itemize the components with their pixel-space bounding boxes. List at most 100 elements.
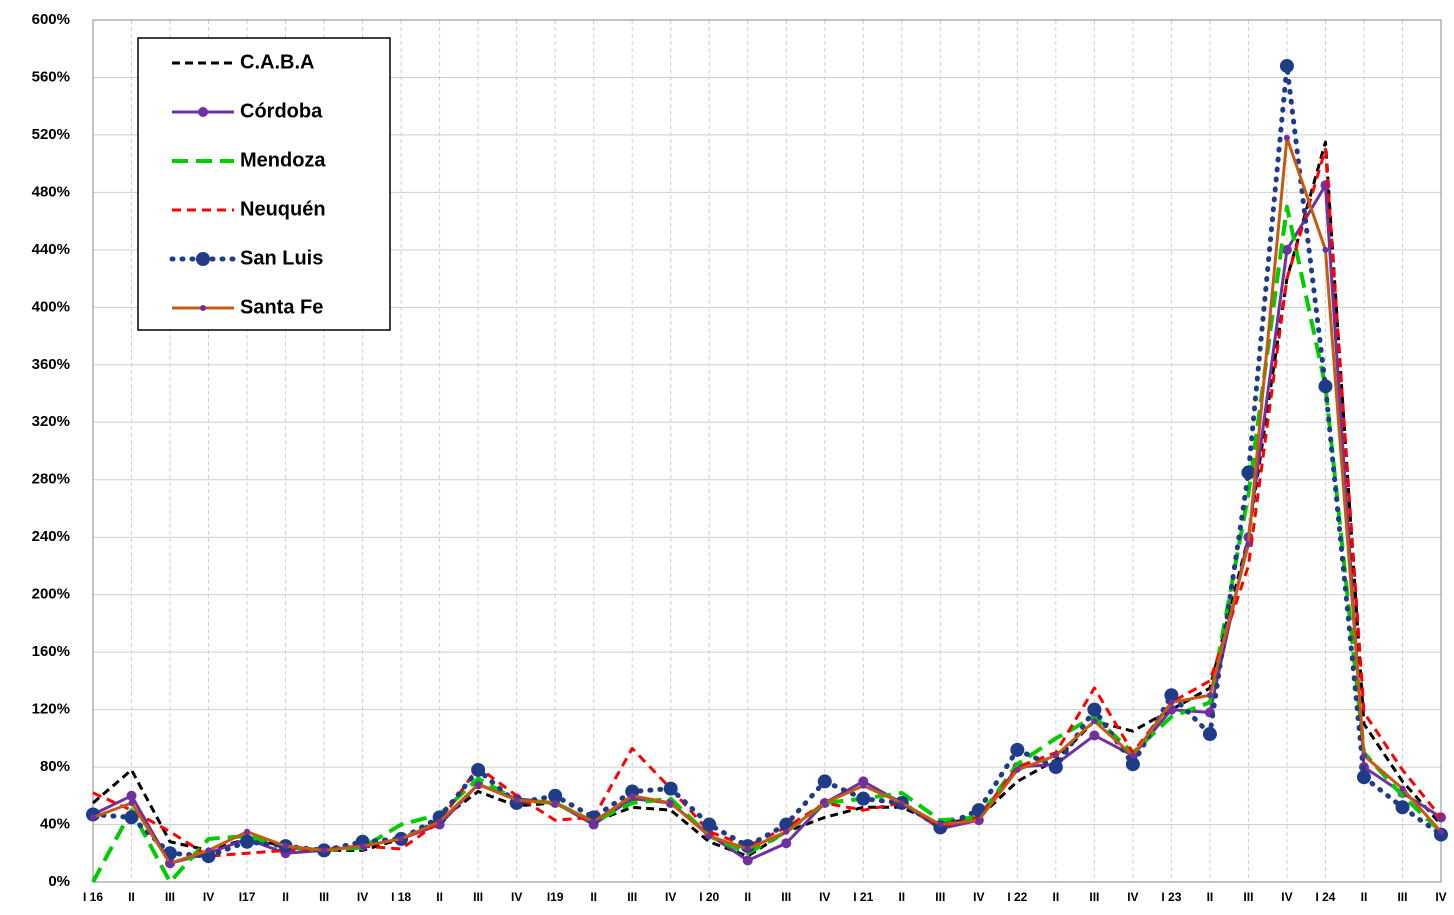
x-tick-label: I 23: [1161, 890, 1181, 904]
point-marker: [898, 799, 905, 806]
point-marker: [475, 781, 482, 788]
y-tick-label: 160%: [32, 643, 70, 660]
x-tick-label: I 24: [1315, 890, 1335, 904]
point-marker: [240, 834, 255, 849]
plot-border: [92, 19, 1442, 883]
x-tick-label: III: [781, 890, 791, 904]
point-marker: [1164, 688, 1179, 703]
point-marker: [321, 847, 328, 854]
x-tick-label: II: [128, 890, 135, 904]
x-tick-label: III: [319, 890, 329, 904]
x-tick-label: II: [282, 890, 289, 904]
point-marker: [817, 774, 832, 789]
point-marker: [167, 860, 174, 867]
x-tick-label: I 18: [391, 890, 411, 904]
point-marker: [937, 821, 944, 828]
x-tick-label: IV: [1281, 890, 1292, 904]
point-marker: [90, 814, 96, 821]
x-tick-label: IV: [1127, 890, 1138, 904]
x-tick-label: II: [1207, 890, 1214, 904]
x-tick-label: III: [1397, 890, 1407, 904]
legend-marker: [198, 107, 208, 117]
x-tick-label: III: [935, 890, 945, 904]
legend-box: [137, 37, 391, 331]
point-marker: [629, 792, 636, 799]
point-marker: [471, 762, 486, 777]
legend-label: Córdoba: [240, 100, 323, 122]
x-tick-label: I 21: [853, 890, 873, 904]
point-marker: [744, 845, 751, 852]
x-tick-label: II: [898, 890, 905, 904]
point-marker: [1087, 702, 1102, 717]
y-tick-label: 280%: [32, 471, 70, 488]
y-tick-label: 520%: [32, 126, 70, 143]
y-tick-label: 120%: [32, 701, 70, 718]
point-marker: [548, 788, 563, 803]
x-tick-label: IV: [665, 890, 676, 904]
point-marker: [821, 799, 828, 806]
x-tick-label: III: [473, 890, 483, 904]
point-marker: [1129, 752, 1136, 759]
point-marker: [513, 797, 520, 804]
legend-label: San Luis: [240, 247, 323, 269]
point-marker: [1089, 730, 1100, 741]
point-marker: [663, 781, 678, 796]
point-marker: [783, 828, 790, 835]
series-line: [92, 136, 1443, 865]
point-marker: [359, 843, 366, 850]
x-tick-label: I17: [239, 890, 256, 904]
y-tick-label: 40%: [40, 816, 70, 833]
point-marker: [432, 810, 447, 825]
y-tick-label: 80%: [40, 758, 70, 775]
x-tick-label: I 20: [699, 890, 719, 904]
point-marker: [781, 838, 792, 849]
point-marker: [667, 799, 674, 806]
point-marker: [1091, 718, 1098, 725]
point-marker: [436, 818, 443, 825]
point-marker: [1014, 766, 1021, 773]
legend-label: Neuquén: [240, 198, 326, 220]
x-tick-label: III: [1089, 890, 1099, 904]
point-marker: [552, 799, 559, 806]
y-tick-label: 200%: [32, 586, 70, 603]
legend-label: Mendoza: [240, 149, 326, 171]
point-marker: [1281, 244, 1292, 255]
point-marker: [126, 790, 137, 801]
point-marker: [1168, 699, 1175, 706]
y-tick-label: 240%: [32, 528, 70, 545]
x-tick-label: II: [436, 890, 443, 904]
series-line: [92, 140, 1443, 858]
x-tick-label: I 22: [1007, 890, 1027, 904]
point-marker: [1283, 134, 1290, 141]
x-tick-label: IV: [511, 890, 522, 904]
point-marker: [742, 855, 753, 866]
point-marker: [1356, 770, 1371, 785]
point-marker: [975, 817, 982, 824]
x-tick-label: III: [627, 890, 637, 904]
point-marker: [1279, 58, 1294, 73]
point-marker: [1318, 379, 1333, 394]
x-tick-label: II: [1053, 890, 1060, 904]
point-marker: [1202, 727, 1217, 742]
point-marker: [1322, 246, 1329, 253]
legend-label: Santa Fe: [240, 296, 323, 318]
point-marker: [398, 835, 405, 842]
point-marker: [1399, 785, 1406, 792]
point-marker: [1048, 760, 1063, 775]
x-tick-label: II: [590, 890, 597, 904]
x-tick-label: IV: [203, 890, 214, 904]
legend-marker: [200, 305, 206, 311]
point-marker: [1395, 800, 1410, 815]
x-tick-label: II: [744, 890, 751, 904]
x-tick-label: III: [165, 890, 175, 904]
x-tick-label: III: [1243, 890, 1253, 904]
point-marker: [860, 782, 867, 789]
y-tick-label: 360%: [32, 356, 70, 373]
point-marker: [1052, 752, 1059, 759]
point-marker: [1206, 692, 1213, 699]
point-marker: [702, 817, 717, 832]
point-marker: [1245, 541, 1252, 548]
point-marker: [1438, 828, 1444, 835]
x-tick-label: IV: [973, 890, 984, 904]
